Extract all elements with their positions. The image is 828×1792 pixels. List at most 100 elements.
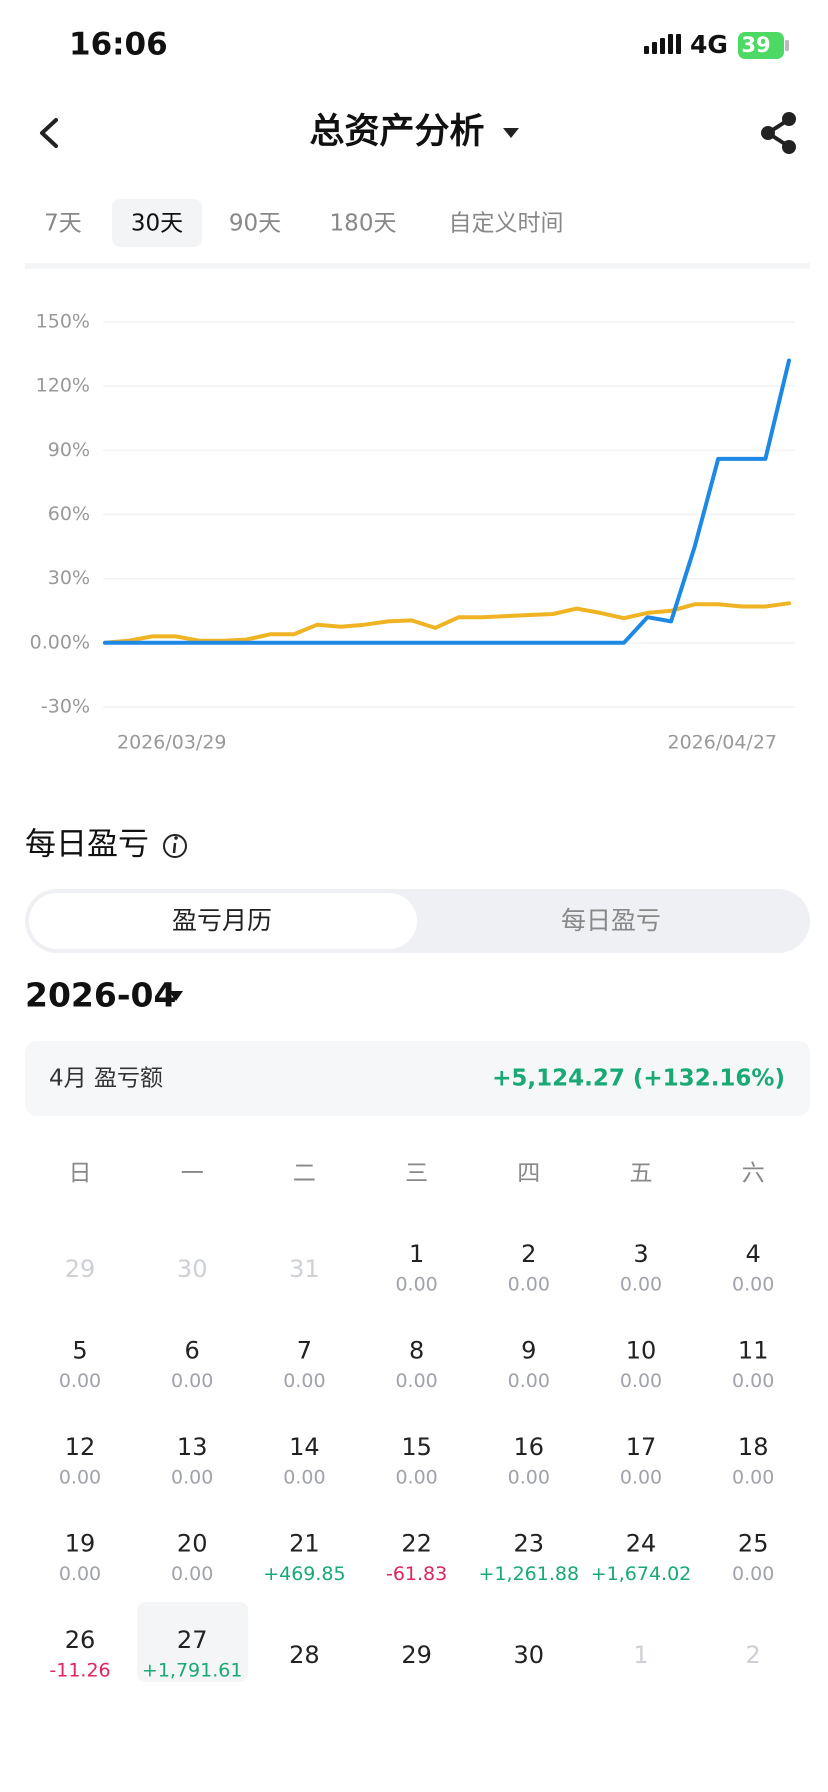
toggle: 盈亏月历 每日盈亏 <box>29 893 661 949</box>
day-number[interactable]: 29 <box>401 1641 432 1669</box>
series-line <box>103 601 791 645</box>
range-tab[interactable]: 30天 <box>131 211 183 237</box>
day-number[interactable]: 8 <box>409 1337 424 1365</box>
toggle-option[interactable]: 盈亏月历 <box>172 906 272 935</box>
battery-icon <box>738 32 784 59</box>
day-number[interactable]: 11 <box>738 1337 769 1365</box>
day-pnl: +1,261.88 <box>479 1563 580 1585</box>
day-pnl: 0.00 <box>395 1274 437 1296</box>
day-number[interactable]: 23 <box>514 1530 545 1558</box>
day-number[interactable]: 5 <box>72 1337 87 1365</box>
day-number[interactable]: 22 <box>401 1530 432 1558</box>
day-number[interactable]: 13 <box>177 1433 208 1461</box>
share-button[interactable] <box>761 112 796 154</box>
day-number[interactable]: 25 <box>738 1530 769 1558</box>
day-number[interactable]: 15 <box>401 1433 432 1461</box>
day-pnl: +1,791.61 <box>142 1660 243 1682</box>
day-pnl: 0.00 <box>59 1370 101 1392</box>
day-number[interactable]: 1 <box>409 1240 424 1268</box>
day-number[interactable]: 18 <box>738 1433 769 1461</box>
day-pnl: 0.00 <box>171 1370 213 1392</box>
day-number[interactable]: 12 <box>65 1433 96 1461</box>
day-pnl: 0.00 <box>171 1563 213 1585</box>
month-selector[interactable]: 2026-04 <box>25 976 176 1015</box>
chart: -30% 0.00% 30% 60% 90% 120% 150% 2026/03/29 2026… <box>30 311 795 754</box>
day-pnl: 0.00 <box>283 1467 325 1489</box>
day-number[interactable]: 16 <box>514 1433 545 1461</box>
day-number[interactable]: 30 <box>177 1255 208 1283</box>
range-tab[interactable]: 180天 <box>330 211 397 237</box>
day-number[interactable]: 31 <box>289 1255 320 1283</box>
y-tick-label: 120% <box>36 375 90 397</box>
day-number[interactable]: 9 <box>521 1337 536 1365</box>
day-pnl: 0.00 <box>620 1274 662 1296</box>
y-tick-label: 90% <box>48 439 90 461</box>
day-pnl: -61.83 <box>386 1563 447 1585</box>
x-tick-label: 2026/04/27 <box>667 732 777 754</box>
day-pnl: 0.00 <box>395 1370 437 1392</box>
series-line <box>103 358 791 645</box>
day-pnl: 0.00 <box>59 1467 101 1489</box>
day-number[interactable]: 30 <box>514 1641 545 1669</box>
day-pnl: 0.00 <box>508 1467 550 1489</box>
y-tick-label: 0.00% <box>30 631 90 653</box>
day-pnl: 0.00 <box>732 1274 774 1296</box>
weekday-label: 日 <box>69 1161 92 1187</box>
range-tab[interactable]: 90天 <box>229 211 281 237</box>
x-tick-label: 2026/03/29 <box>117 732 227 754</box>
y-tick-label: 30% <box>48 567 90 589</box>
day-number[interactable]: 20 <box>177 1530 208 1558</box>
day-number[interactable]: 14 <box>289 1433 320 1461</box>
weekday-label: 五 <box>630 1161 653 1187</box>
day-number[interactable]: 10 <box>626 1337 657 1365</box>
range-tab[interactable]: 7天 <box>44 211 82 237</box>
day-number[interactable]: 2 <box>521 1240 536 1268</box>
title-dropdown[interactable] <box>503 128 519 138</box>
day-pnl: +1,674.02 <box>591 1563 692 1585</box>
day-number[interactable]: 7 <box>297 1337 312 1365</box>
day-number[interactable]: 1 <box>633 1641 648 1669</box>
day-number[interactable]: 3 <box>633 1240 648 1268</box>
y-tick-label: 60% <box>48 503 90 525</box>
day-number[interactable]: 4 <box>746 1240 761 1268</box>
section-title: 每日盈亏 <box>25 827 149 863</box>
status-network: 4G <box>690 30 728 59</box>
back-button[interactable] <box>40 118 58 148</box>
day-pnl: 0.00 <box>508 1370 550 1392</box>
summary-value: +5,124.27 (+132.16%) <box>492 1066 785 1092</box>
y-tick-label: 150% <box>36 311 90 333</box>
day-number[interactable]: 6 <box>185 1337 200 1365</box>
day-number[interactable]: 26 <box>65 1626 96 1654</box>
day-number[interactable]: 27 <box>177 1626 208 1654</box>
day-pnl: +469.85 <box>263 1563 345 1585</box>
day-pnl: 0.00 <box>620 1370 662 1392</box>
info-icon[interactable] <box>163 834 187 858</box>
day-number[interactable]: 24 <box>626 1530 657 1558</box>
day-number[interactable]: 17 <box>626 1433 657 1461</box>
battery-level: 39 <box>741 33 770 57</box>
day-pnl: 0.00 <box>508 1274 550 1296</box>
day-pnl: 0.00 <box>732 1467 774 1489</box>
range-tab[interactable]: 自定义时间 <box>449 211 564 237</box>
day-number[interactable]: 19 <box>65 1530 96 1558</box>
day-number[interactable]: 29 <box>65 1255 96 1283</box>
page-title[interactable]: 总资产分析 <box>309 112 484 152</box>
day-pnl: 0.00 <box>732 1370 774 1392</box>
month-dropdown[interactable] <box>169 991 183 1001</box>
day-number[interactable]: 28 <box>289 1641 320 1669</box>
summary-box <box>25 1041 810 1116</box>
divider <box>25 263 810 269</box>
day-pnl: 0.00 <box>732 1563 774 1585</box>
calendar: 日一二三四五六29 30 3110.0020.0030.0040.0050.0060… <box>49 1161 774 1682</box>
toggle-option[interactable]: 每日盈亏 <box>561 906 661 935</box>
day-number[interactable]: 21 <box>289 1530 320 1558</box>
summary-label: 4月 盈亏额 <box>49 1066 163 1092</box>
weekday-label: 一 <box>181 1161 204 1187</box>
weekday-label: 四 <box>517 1161 540 1187</box>
tab-highlight <box>112 199 202 247</box>
day-number[interactable]: 2 <box>746 1641 761 1669</box>
day-pnl: -11.26 <box>49 1660 110 1682</box>
weekday-label: 三 <box>405 1161 428 1187</box>
